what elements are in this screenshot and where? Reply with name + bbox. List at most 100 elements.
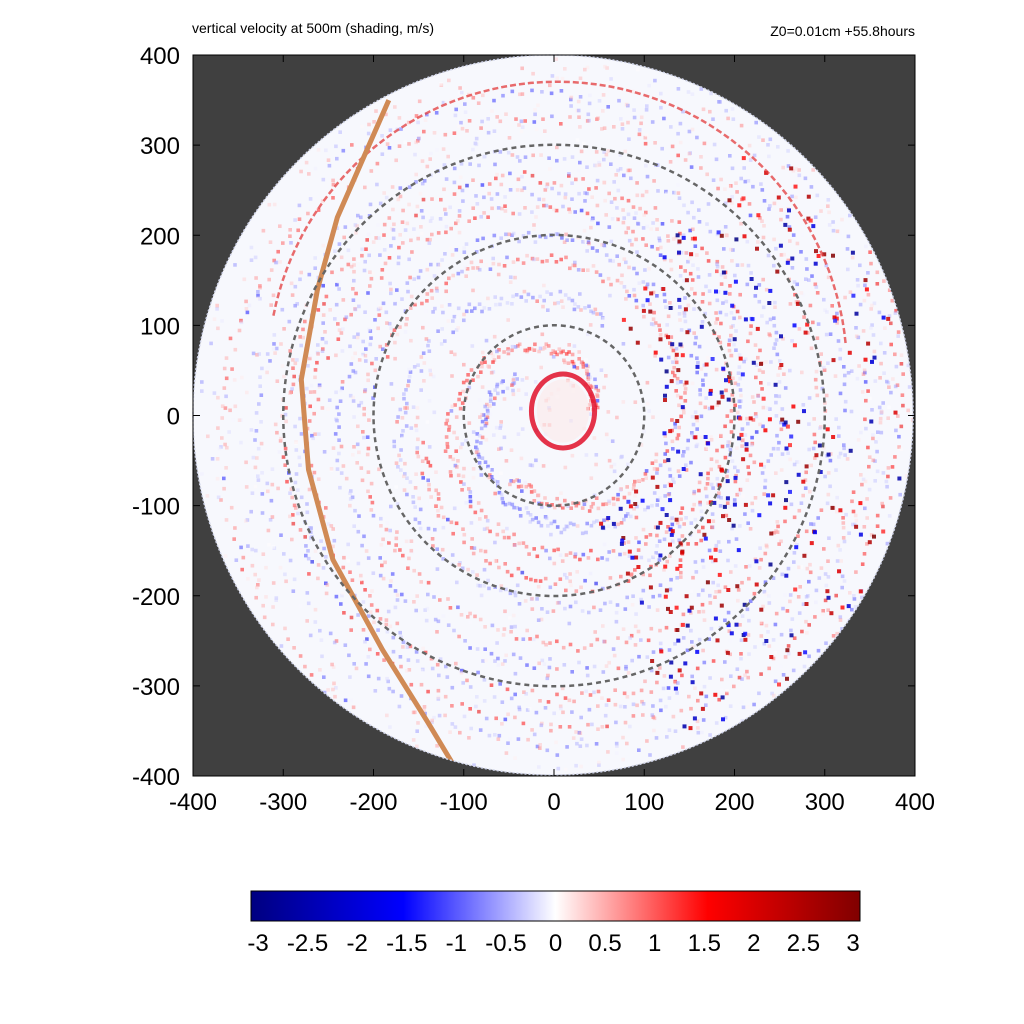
field-cell <box>307 272 312 277</box>
field-cell <box>380 134 384 138</box>
convective-cell <box>796 419 801 424</box>
field-cell <box>807 654 811 659</box>
convective-cell <box>779 334 783 339</box>
field-cell <box>734 329 738 333</box>
field-cell <box>581 177 585 181</box>
field-cell <box>451 330 455 335</box>
field-cell <box>517 541 521 546</box>
field-cell <box>658 628 662 633</box>
field-cell <box>463 102 467 106</box>
field-cell <box>636 484 640 488</box>
field-cell <box>706 471 710 476</box>
field-cell <box>497 565 501 570</box>
field-cell <box>834 468 838 472</box>
field-cell <box>268 518 273 522</box>
field-cell <box>584 689 588 694</box>
field-cell <box>517 479 521 483</box>
field-cell <box>274 596 279 600</box>
convective-cell <box>655 484 660 489</box>
field-cell <box>738 487 743 492</box>
field-cell <box>378 201 383 206</box>
field-cell <box>546 344 551 348</box>
field-cell <box>271 581 276 585</box>
field-cell <box>419 580 423 584</box>
field-cell <box>887 314 892 318</box>
field-cell <box>672 365 676 370</box>
field-cell <box>559 491 563 495</box>
field-cell <box>785 214 790 219</box>
field-cell <box>709 395 714 399</box>
field-cell <box>585 119 590 123</box>
field-cell <box>509 573 514 578</box>
field-cell <box>752 591 757 596</box>
field-cell <box>591 310 596 315</box>
field-cell <box>797 327 802 331</box>
field-cell <box>753 294 758 298</box>
field-cell <box>363 353 368 358</box>
convective-cell <box>659 357 664 362</box>
field-cell <box>710 559 715 564</box>
field-cell <box>340 349 345 353</box>
field-cell <box>804 529 809 534</box>
field-cell <box>416 275 421 280</box>
field-cell <box>456 219 460 223</box>
field-cell <box>690 431 694 435</box>
field-cell <box>362 406 366 411</box>
field-cell <box>496 663 501 667</box>
field-cell <box>602 180 607 185</box>
field-cell <box>316 397 321 402</box>
field-cell <box>378 573 383 578</box>
field-cell <box>492 433 496 437</box>
convective-cell <box>742 602 747 607</box>
field-cell <box>535 597 539 601</box>
field-cell <box>728 184 733 188</box>
field-cell <box>377 467 381 472</box>
field-cell <box>510 502 515 507</box>
field-cell <box>534 516 538 520</box>
field-cell <box>603 64 607 69</box>
convective-cell <box>685 623 690 628</box>
field-cell <box>498 119 503 124</box>
field-cell <box>865 516 869 520</box>
field-cell <box>597 760 601 765</box>
field-cell <box>805 267 809 271</box>
field-cell <box>810 274 814 278</box>
field-cell <box>753 496 758 500</box>
field-cell <box>669 517 673 522</box>
field-cell <box>478 584 482 588</box>
field-cell <box>534 710 539 715</box>
field-cell <box>456 306 461 311</box>
field-cell <box>850 255 855 260</box>
field-cell <box>256 474 260 478</box>
field-cell <box>382 222 387 227</box>
field-cell <box>633 568 637 572</box>
field-cell <box>479 361 484 365</box>
field-cell <box>854 326 858 330</box>
field-cell <box>407 556 411 561</box>
field-cell <box>288 228 292 232</box>
field-cell <box>875 469 880 474</box>
field-cell <box>501 389 505 394</box>
field-cell <box>309 383 314 388</box>
convective-cell <box>703 536 708 541</box>
field-cell <box>778 411 783 415</box>
field-cell <box>608 258 612 263</box>
field-cell <box>292 577 297 582</box>
field-cell <box>587 187 591 191</box>
field-cell <box>394 461 399 465</box>
field-cell <box>520 92 525 96</box>
convective-cell <box>783 420 788 425</box>
field-cell <box>544 516 549 521</box>
field-cell <box>500 173 505 178</box>
field-cell <box>432 131 437 135</box>
field-cell <box>478 728 483 732</box>
field-cell <box>480 456 485 460</box>
convective-cell <box>723 290 728 295</box>
field-cell <box>522 170 527 174</box>
field-cell <box>894 428 898 433</box>
convective-cell <box>811 224 816 229</box>
field-cell <box>767 332 771 336</box>
field-cell <box>638 478 642 483</box>
field-cell <box>404 322 408 327</box>
field-cell <box>395 598 400 602</box>
